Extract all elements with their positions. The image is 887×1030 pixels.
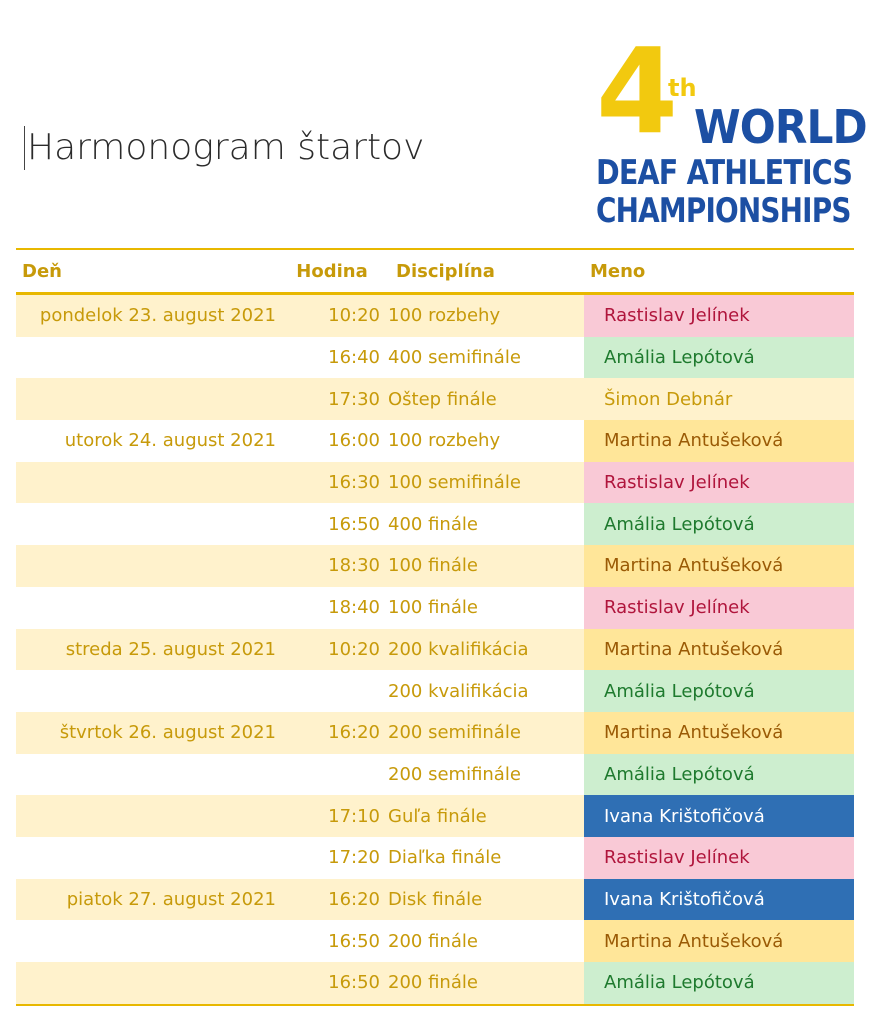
cell-time: 16:00	[328, 430, 380, 452]
cell-name: Rastislav Jelínek	[584, 836, 854, 879]
cell-name: Amália Lepótová	[584, 670, 854, 712]
cell-name: Rastislav Jelínek	[584, 295, 854, 337]
cell-day: piatok 27. august 2021	[66, 888, 276, 910]
header-discipline: Disciplína	[396, 260, 495, 282]
cell-discipline: 100 finále	[388, 555, 478, 577]
table-body: pondelok 23. august 2021 10:20 100 rozbehy…	[16, 295, 854, 1004]
table-row: 16:50 400 finále Amália Lepótová	[16, 503, 854, 546]
cell-time: 18:30	[328, 555, 380, 577]
logo-superscript: th	[668, 74, 697, 102]
cell-name: Amália Lepótová	[584, 336, 854, 379]
table-header: Deň Hodina Disciplína Meno	[16, 250, 854, 292]
cell-time: 16:20	[328, 722, 380, 744]
page-title: Harmonogram štartov	[24, 126, 424, 170]
table-bottom-rule	[16, 1003, 854, 1006]
cell-name: Amália Lepótová	[584, 962, 854, 1004]
cell-name: Amália Lepótová	[584, 753, 854, 796]
cell-time: 17:10	[328, 805, 380, 827]
logo-line-deaf-athletics: DEAF ATHLETICS	[596, 153, 853, 193]
cell-time: 16:50	[328, 972, 380, 994]
table-row: 200 semifinále Amália Lepótová	[16, 753, 854, 796]
table-row: pondelok 23. august 2021 10:20 100 rozbehy…	[16, 295, 854, 337]
logo-line-championships: CHAMPIONSHIPS	[596, 191, 851, 231]
cell-name: Martina Antušeková	[584, 420, 854, 462]
table-row: 16:50 200 finále Amália Lepótová	[16, 962, 854, 1004]
logo-number: 4	[596, 22, 679, 160]
cell-discipline: 100 semifinále	[388, 472, 521, 494]
cell-discipline: 200 semifinále	[388, 763, 521, 785]
cell-discipline: 100 finále	[388, 597, 478, 619]
cell-time: 10:20	[328, 305, 380, 327]
cell-name: Martina Antušeková	[584, 711, 854, 754]
table-row: 17:10 Guľa finále Ivana Krištofičová	[16, 795, 854, 837]
cell-name: Šimon Debnár	[604, 388, 733, 410]
cell-time: 16:30	[328, 472, 380, 494]
cell-time: 16:20	[328, 888, 380, 910]
cell-name: Martina Antušeková	[584, 545, 854, 587]
table-row: 200 kvalifikácia Amália Lepótová	[16, 670, 854, 712]
table-row: 16:40 400 semifinále Amália Lepótová	[16, 336, 854, 379]
cell-time: 17:20	[328, 847, 380, 869]
cell-discipline: 400 semifinále	[388, 347, 521, 369]
cell-name: Rastislav Jelínek	[584, 586, 854, 629]
header-time: Hodina	[296, 260, 368, 282]
cell-time: 16:50	[328, 513, 380, 535]
cell-name: Rastislav Jelínek	[584, 461, 854, 504]
cell-discipline: Oštep finále	[388, 388, 497, 410]
championship-logo: 4 th WORLD DEAF ATHLETICS CHAMPIONSHIPS	[588, 32, 868, 231]
cell-discipline: Diaľka finále	[388, 847, 502, 869]
cell-time: 17:30	[328, 388, 380, 410]
cell-name: Ivana Krištofičová	[584, 795, 854, 837]
table-row: 18:30 100 finále Martina Antušeková	[16, 545, 854, 587]
cell-time: 16:50	[328, 930, 380, 952]
cell-day: streda 25. august 2021	[65, 638, 276, 660]
cell-name: Martina Antušeková	[584, 920, 854, 962]
table-top-rule	[16, 248, 854, 250]
cell-discipline: 200 kvalifikácia	[388, 638, 529, 660]
cell-discipline: 100 rozbehy	[388, 430, 501, 452]
table-row: 18:40 100 finále Rastislav Jelínek	[16, 586, 854, 629]
cell-discipline: Guľa finále	[388, 805, 487, 827]
cell-time: 16:40	[328, 347, 380, 369]
cell-time: 10:20	[328, 638, 380, 660]
cell-name: Ivana Krištofičová	[584, 878, 854, 921]
cell-discipline: 400 finále	[388, 513, 478, 535]
cell-time: 18:40	[328, 597, 380, 619]
cell-discipline: 200 semifinále	[388, 722, 521, 744]
cell-discipline: 200 kvalifikácia	[388, 680, 529, 702]
header-name: Meno	[590, 260, 646, 282]
table-row: 16:50 200 finále Martina Antušeková	[16, 920, 854, 962]
cell-day: pondelok 23. august 2021	[39, 305, 276, 327]
cell-discipline: 200 finále	[388, 972, 478, 994]
header-day: Deň	[22, 260, 62, 282]
cell-day: štvrtok 26. august 2021	[59, 722, 276, 744]
header-rule	[16, 292, 854, 295]
table-row: piatok 27. august 2021 16:20 Disk finále Iv…	[16, 878, 854, 921]
logo-line-world: WORLD	[694, 100, 868, 154]
schedule-table: Deň Hodina Disciplína Meno pondelok 23. …	[16, 248, 854, 1006]
cell-name: Amália Lepótová	[584, 503, 854, 546]
cell-discipline: 100 rozbehy	[388, 305, 501, 327]
cell-discipline: 200 finále	[388, 930, 478, 952]
table-row: utorok 24. august 2021 16:00 100 rozbehy Ma…	[16, 420, 854, 462]
cell-day: utorok 24. august 2021	[64, 430, 276, 452]
table-row: 16:30 100 semifinále Rastislav Jelínek	[16, 461, 854, 504]
table-row: štvrtok 26. august 2021 16:20 200 semifiná…	[16, 711, 854, 754]
table-row: 17:20 Diaľka finále Rastislav Jelínek	[16, 836, 854, 879]
cell-discipline: Disk finále	[388, 888, 483, 910]
table-row: streda 25. august 2021 10:20 200 kvalifiká…	[16, 628, 854, 671]
cell-name: Martina Antušeková	[584, 628, 854, 671]
table-row: 17:30 Oštep finále Šimon Debnár	[16, 378, 854, 421]
